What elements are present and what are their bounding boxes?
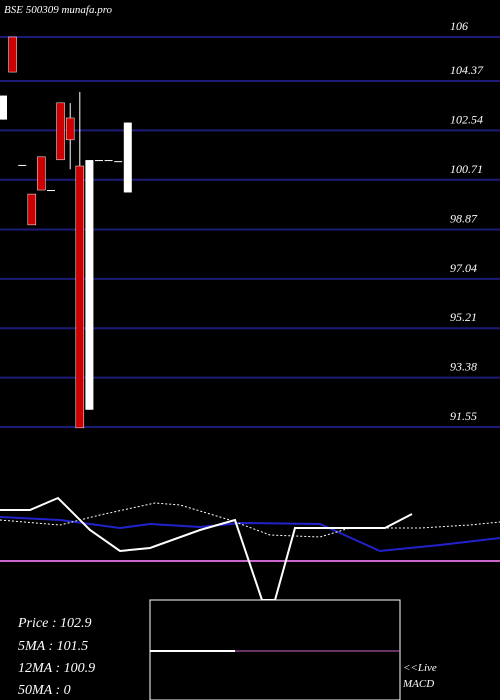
y-tick-label: 95.21 xyxy=(450,310,477,324)
candle-body xyxy=(56,102,65,161)
chart-title: BSE 500309 munafa.pro xyxy=(4,4,113,16)
candle-body xyxy=(123,122,132,193)
y-tick-label: 102.54 xyxy=(450,112,483,126)
macd-label: MACD xyxy=(402,678,434,690)
candle-body xyxy=(104,160,113,162)
candle-body xyxy=(95,160,103,162)
y-tick-label: 93.38 xyxy=(450,360,477,374)
candle-body xyxy=(18,164,27,166)
y-tick-label: 104.37 xyxy=(450,63,484,77)
macd-label: <<Live xyxy=(403,662,437,674)
y-tick-label: 97.04 xyxy=(450,261,477,275)
info-50ma: 50MA : 0 xyxy=(18,683,71,698)
candle-body xyxy=(37,156,46,191)
candle-body xyxy=(27,193,37,226)
candle-body xyxy=(85,160,94,410)
candle-body xyxy=(65,117,75,141)
candle-body xyxy=(114,161,123,163)
candle-body xyxy=(0,95,7,120)
y-tick-label: 91.55 xyxy=(450,409,477,423)
info-12ma: 12MA : 100.9 xyxy=(18,661,95,676)
ma-line xyxy=(0,502,500,538)
candles xyxy=(0,36,132,429)
candle-body xyxy=(47,190,55,192)
info-price: Price : 102.9 xyxy=(17,616,91,631)
y-tick-label: 106 xyxy=(450,19,468,33)
candle-body xyxy=(75,165,85,429)
candle-body xyxy=(8,36,17,73)
info-5ma: 5MA : 101.5 xyxy=(18,639,88,654)
macd-line xyxy=(0,496,413,601)
y-tick-label: 98.87 xyxy=(450,211,478,225)
y-tick-label: 100.71 xyxy=(450,162,483,176)
